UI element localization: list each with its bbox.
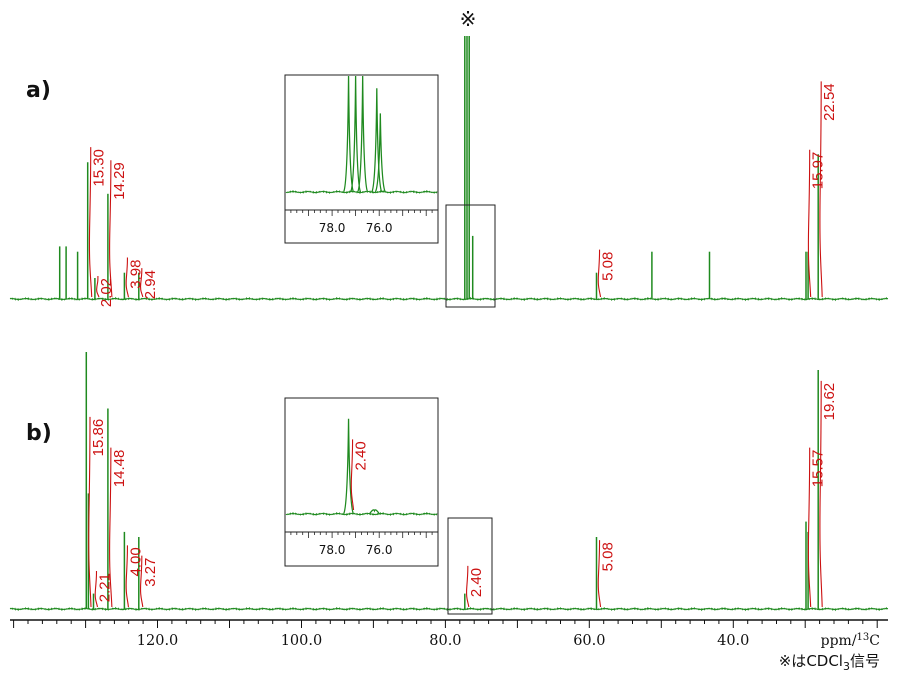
panel-a-integral-curve: [807, 149, 812, 298]
panel-a-integral-value: 3.98: [127, 260, 144, 289]
panel-b-integral-curve: [597, 540, 602, 608]
panel-b-integral-value: 5.08: [600, 542, 617, 571]
panel-b-integral-curve: [140, 555, 144, 608]
x-axis-unit-nucleus: C: [869, 633, 880, 649]
panel-b-inset-integral-curve: [350, 439, 355, 511]
panel-b-integral-curve: [807, 447, 812, 608]
x-axis-tick-label: 60.0: [573, 633, 605, 649]
solvent-marker: ※: [460, 7, 477, 31]
solvent-note-compound: CDCl: [806, 652, 843, 670]
panel-b-trace: [9, 606, 889, 612]
panel-b-integral-curve: [466, 565, 470, 608]
panel-a-integral-value: 15.97: [810, 152, 827, 190]
panel-a-integral-value: 2.94: [142, 270, 159, 299]
panel-a-integral-value: 15.30: [91, 149, 108, 187]
panel-b-label: b): [26, 421, 52, 446]
panel-b-integral-value: 19.62: [821, 383, 838, 421]
panel-a-inset-trace: [285, 189, 438, 195]
panel-a-label: a): [26, 78, 51, 103]
panel-a-integral-curve: [125, 257, 129, 298]
panel-b-integral-value: 14.48: [111, 450, 128, 488]
solvent-note: ※はCDCl3信号: [779, 652, 880, 673]
panel-b-integral-value: 4.00: [127, 547, 144, 576]
solvent-note-subscript: 3: [843, 660, 850, 673]
panel-b-integral-curve: [88, 416, 92, 608]
panel-b-inset-peak: [368, 509, 380, 515]
panel-b-inset-integral-value: 2.40: [353, 441, 370, 470]
panel-a-integral-curve: [597, 249, 602, 298]
panel-a-inset: 78.0 76.0: [284, 75, 439, 235]
panel-a-inset-peak: [374, 113, 386, 193]
panel-a-inset-peak: [357, 75, 369, 193]
panel-a-zoom-box: [445, 204, 496, 308]
panel-b-integral-curve: [109, 447, 113, 608]
panel-b-spectrum: 15.86 2.21 14.48 4.003.27 2.40 5.08 15.57 19.62: [9, 352, 889, 612]
panel-a-inset-tick-label: 78.0: [319, 221, 346, 235]
solvent-note-suffix: 信号: [850, 652, 880, 670]
panel-b-inset-frame: [284, 397, 439, 567]
panel-a-spectrum: 15.30 2.02 14.29 3.982.94 5.08 15.97 22.54: [9, 36, 889, 307]
panel-b-integral-value: 3.27: [142, 558, 159, 587]
panel-a-integral-value: 22.54: [821, 83, 838, 121]
panel-b-integral-value: 2.40: [468, 568, 485, 597]
panel-a-inset-peak: [342, 75, 355, 193]
x-axis-unit-isotope: 13: [857, 632, 870, 643]
x-axis-tick-label: 120.0: [137, 633, 179, 649]
panel-a-integral-value: 14.29: [111, 162, 128, 200]
panel-b-integral-value: 15.86: [90, 419, 107, 457]
panel-a-inset-peak: [350, 75, 362, 193]
x-axis-tick-label: 40.0: [717, 633, 749, 649]
panel-a-integral-curve: [88, 147, 93, 298]
x-axis-ticks: 120.0 100.0 80.0 60.0 40.0: [13, 620, 878, 649]
x-axis-unit-main: ppm/: [821, 633, 857, 649]
panel-a-integral-curve: [819, 81, 823, 298]
panel-a-inset-peak: [371, 88, 383, 193]
panel-b-integral-value: 15.57: [810, 450, 827, 488]
panel-b-integral-curve: [125, 545, 129, 608]
panel-b-inset-tick-label: 76.0: [366, 543, 393, 557]
panel-b-inset: 2.40 78.0 76.0: [284, 418, 439, 557]
panel-a-integral-curve: [109, 160, 113, 298]
panel-b-integral-curve: [819, 380, 823, 608]
panel-b-integral-value: 2.21: [96, 573, 113, 602]
panel-b-zoom-box: [447, 517, 493, 615]
panel-a-inset-tick-label: 76.0: [366, 221, 393, 235]
panel-b-inset-trace: [285, 511, 438, 517]
panel-a-integral-curve: [96, 275, 100, 298]
x-axis-tick-label: 80.0: [429, 633, 461, 649]
panel-a-integral-value: 5.08: [600, 252, 617, 281]
panel-b-inset-peak: [342, 418, 355, 515]
x-axis-tick-label: 100.0: [281, 633, 323, 649]
panel-a-integral-curve: [140, 268, 144, 298]
panel-a-trace: [9, 296, 889, 302]
panel-b-inset-tick-label: 78.0: [319, 543, 346, 557]
solvent-note-prefix: ※は: [779, 652, 807, 670]
panel-a-integral-value: 2.02: [98, 278, 115, 307]
x-axis-unit-label: ppm/13C: [821, 632, 880, 649]
panel-b-integral-curve: [94, 571, 99, 608]
